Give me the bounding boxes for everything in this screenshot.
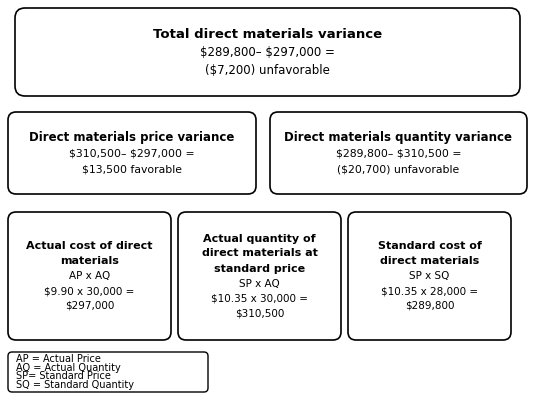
Text: \$289,800– \$297,000 =: \$289,800– \$297,000 =: [200, 46, 335, 58]
Text: direct materials: direct materials: [380, 256, 479, 266]
Text: SP x AQ: SP x AQ: [239, 278, 280, 288]
FancyBboxPatch shape: [8, 352, 208, 392]
FancyBboxPatch shape: [8, 212, 171, 340]
Text: \$310,500: \$310,500: [235, 308, 284, 318]
FancyBboxPatch shape: [15, 8, 520, 96]
Text: \$10.35 x 28,000 =: \$10.35 x 28,000 =: [381, 286, 478, 296]
FancyBboxPatch shape: [348, 212, 511, 340]
Text: Direct materials price variance: Direct materials price variance: [29, 130, 235, 144]
Text: \$10.35 x 30,000 =: \$10.35 x 30,000 =: [211, 294, 308, 304]
Text: AQ = Actual Quantity: AQ = Actual Quantity: [16, 363, 121, 373]
Text: Standard cost of: Standard cost of: [378, 241, 482, 251]
FancyBboxPatch shape: [8, 112, 256, 194]
FancyBboxPatch shape: [178, 212, 341, 340]
Text: Total direct materials variance: Total direct materials variance: [153, 28, 382, 40]
Text: \$289,800– \$310,500 =: \$289,800– \$310,500 =: [336, 148, 461, 158]
Text: Actual cost of direct: Actual cost of direct: [26, 241, 153, 251]
Text: (\$20,700) unfavorable: (\$20,700) unfavorable: [338, 164, 460, 174]
Text: materials: materials: [60, 256, 119, 266]
Text: AP x AQ: AP x AQ: [69, 271, 110, 281]
Text: SP= Standard Price: SP= Standard Price: [16, 372, 111, 382]
Text: standard price: standard price: [214, 264, 305, 274]
Text: \$9.90 x 30,000 =: \$9.90 x 30,000 =: [44, 286, 135, 296]
Text: direct materials at: direct materials at: [202, 248, 317, 258]
Text: Actual quantity of: Actual quantity of: [203, 234, 316, 244]
Text: AP = Actual Price: AP = Actual Price: [16, 354, 101, 364]
FancyBboxPatch shape: [270, 112, 527, 194]
Text: SQ = Standard Quantity: SQ = Standard Quantity: [16, 380, 134, 390]
Text: \$310,500– \$297,000 =: \$310,500– \$297,000 =: [69, 148, 195, 158]
Text: (\$7,200) unfavorable: (\$7,200) unfavorable: [205, 64, 330, 76]
Text: SP x SQ: SP x SQ: [409, 271, 450, 281]
Text: Direct materials quantity variance: Direct materials quantity variance: [285, 130, 513, 144]
Text: \$297,000: \$297,000: [65, 301, 114, 311]
Text: \$289,800: \$289,800: [405, 301, 454, 311]
Text: \$13,500 favorable: \$13,500 favorable: [82, 164, 182, 174]
